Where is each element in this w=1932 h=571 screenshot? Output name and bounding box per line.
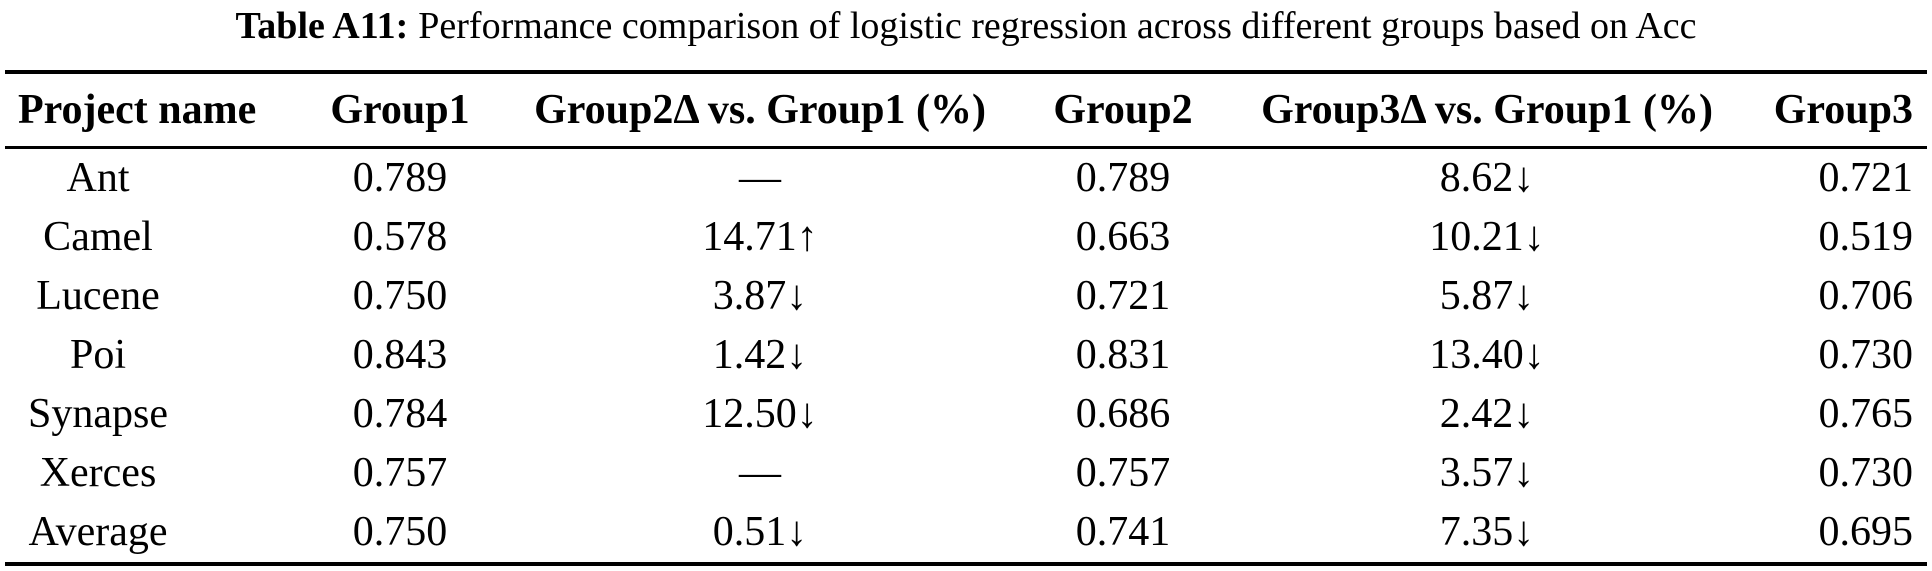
- group2-delta-cell: 0.51↓: [712, 509, 808, 555]
- group2-value-cell: 0.721: [1075, 273, 1171, 319]
- group3-delta-cell: 5.87↓: [1439, 273, 1535, 319]
- group2-delta-cell: —: [739, 155, 781, 201]
- group3-delta-cell: 3.57↓: [1439, 450, 1535, 496]
- group3-value-cell: 0.765: [1818, 391, 1914, 437]
- project-name-cell: Average: [28, 509, 168, 555]
- table-body: Ant 0.789 — 0.789 8.62↓ 0.721 Camel 0.578 14.71↑…: [5, 149, 1927, 562]
- table-row: Camel 0.578 14.71↑ 0.663 10.21↓ 0.519: [5, 208, 1927, 267]
- group1-value-cell: 0.750: [352, 509, 448, 555]
- table-row: Average 0.750 0.51↓ 0.741 7.35↓ 0.695: [5, 503, 1927, 562]
- group2-delta-cell: 1.42↓: [712, 332, 808, 378]
- table-row: Poi 0.843 1.42↓ 0.831 13.40↓ 0.730: [5, 326, 1927, 385]
- group3-delta-cell: 13.40↓: [1429, 332, 1545, 378]
- table-caption-label: Table A11:: [235, 5, 409, 47]
- group3-value-cell: 0.706: [1818, 273, 1914, 319]
- table-row: Xerces 0.757 — 0.757 3.57↓ 0.730: [5, 444, 1927, 503]
- group2-value-cell: 0.741: [1075, 509, 1171, 555]
- group2-delta-cell: 12.50↓: [702, 391, 818, 437]
- col-header-project-name: Project name: [18, 87, 257, 133]
- table-caption-text: Performance comparison of logistic regre…: [418, 5, 1697, 47]
- table-caption: Table A11: Performance comparison of logi…: [0, 0, 1932, 70]
- group2-value-cell: 0.789: [1075, 155, 1171, 201]
- project-name-cell: Ant: [66, 155, 130, 201]
- table-row: Ant 0.789 — 0.789 8.62↓ 0.721: [5, 149, 1927, 208]
- table-row: Lucene 0.750 3.87↓ 0.721 5.87↓ 0.706: [5, 267, 1927, 326]
- col-header-group2: Group2: [1053, 87, 1193, 133]
- group2-delta-cell: 14.71↑: [702, 214, 818, 260]
- project-name-cell: Poi: [69, 332, 127, 378]
- group2-value-cell: 0.686: [1075, 391, 1171, 437]
- group1-value-cell: 0.578: [352, 214, 448, 260]
- group1-value-cell: 0.789: [352, 155, 448, 201]
- col-header-group2-delta-vs-group1: Group2Δ vs. Group1 (%): [534, 87, 986, 133]
- col-header-group3-delta-vs-group1: Group3Δ vs. Group1 (%): [1261, 87, 1713, 133]
- group2-delta-cell: —: [739, 450, 781, 496]
- group2-value-cell: 0.663: [1075, 214, 1171, 260]
- col-header-group1: Group1: [330, 87, 470, 133]
- project-name-cell: Xerces: [39, 450, 157, 496]
- project-name-cell: Camel: [43, 214, 153, 260]
- group3-value-cell: 0.730: [1818, 332, 1914, 378]
- group1-value-cell: 0.750: [352, 273, 448, 319]
- header-row: Project name Group1 Group2Δ vs. Group1 (…: [5, 74, 1927, 149]
- group3-value-cell: 0.695: [1818, 509, 1914, 555]
- table-row: Synapse 0.784 12.50↓ 0.686 2.42↓ 0.765: [5, 385, 1927, 444]
- group3-value-cell: 0.730: [1818, 450, 1914, 496]
- group1-value-cell: 0.757: [352, 450, 448, 496]
- group3-value-cell: 0.721: [1818, 155, 1914, 201]
- group3-delta-cell: 10.21↓: [1429, 214, 1545, 260]
- group3-delta-cell: 8.62↓: [1439, 155, 1535, 201]
- group2-value-cell: 0.831: [1075, 332, 1171, 378]
- group2-value-cell: 0.757: [1075, 450, 1171, 496]
- group3-delta-cell: 2.42↓: [1439, 391, 1535, 437]
- group2-delta-cell: 3.87↓: [712, 273, 808, 319]
- project-name-cell: Lucene: [36, 273, 160, 319]
- group3-delta-cell: 7.35↓: [1439, 509, 1535, 555]
- col-header-group3: Group3: [1773, 87, 1913, 133]
- group3-value-cell: 0.519: [1818, 214, 1914, 260]
- group1-value-cell: 0.784: [352, 391, 448, 437]
- project-name-cell: Synapse: [28, 391, 168, 437]
- group1-value-cell: 0.843: [352, 332, 448, 378]
- results-table: Project name Group1 Group2Δ vs. Group1 (…: [5, 70, 1927, 566]
